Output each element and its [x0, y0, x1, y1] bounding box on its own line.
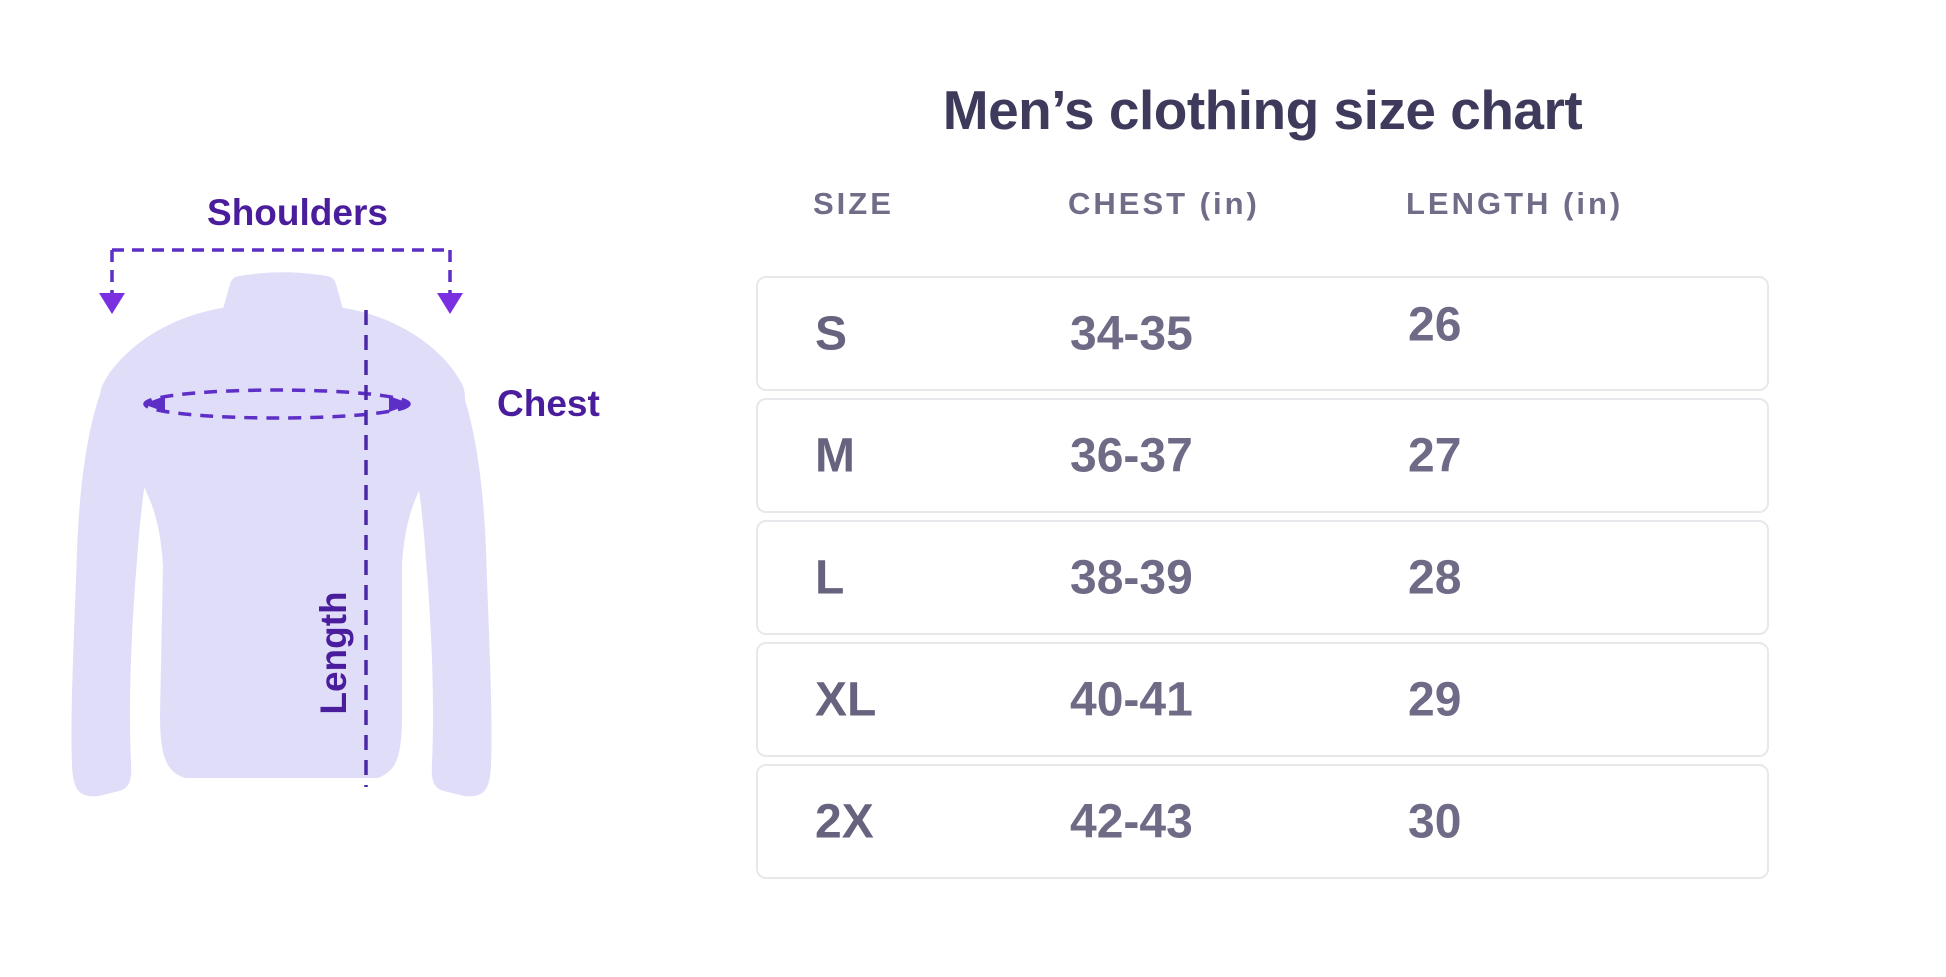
- table-row: XL 40-41 29: [756, 642, 1769, 757]
- shoulders-arrow-left-icon: [99, 293, 125, 314]
- chest-arrow-right-icon: [389, 396, 411, 412]
- size-value: XL: [815, 673, 877, 726]
- column-header-length: LENGTH (in): [1406, 186, 1624, 221]
- shirt-collar: [223, 272, 343, 309]
- table-row: L 38-39 28: [756, 520, 1769, 635]
- shoulders-label: Shoulders: [207, 192, 388, 233]
- length-value: 28: [1408, 551, 1462, 604]
- chest-value: 36-37: [1070, 429, 1193, 482]
- length-value: 27: [1408, 429, 1462, 482]
- shirt-diagram-svg: [71, 248, 492, 797]
- length-label: Length: [313, 591, 354, 715]
- size-value: L: [815, 551, 845, 604]
- chest-value: 38-39: [1070, 551, 1193, 604]
- shoulders-arrow-right-icon: [437, 293, 463, 314]
- column-header-chest: CHEST (in): [1068, 186, 1260, 221]
- table-body: S 34-35 26 M 36-37 27 L 38-39 28 XL 40-4…: [756, 276, 1769, 886]
- shirt-measurement-diagram: Shoulders Chest Length: [0, 0, 680, 860]
- size-value: 2X: [815, 795, 874, 848]
- chest-value: 34-35: [1070, 307, 1193, 360]
- chest-value: 42-43: [1070, 795, 1193, 848]
- shirt-body: [100, 308, 465, 778]
- table-row: 2X 42-43 30: [756, 764, 1769, 879]
- shoulders-measure-bracket: [110, 248, 452, 294]
- table-row: S 34-35 26: [756, 276, 1769, 391]
- chest-arrow-left-icon: [143, 396, 165, 412]
- length-value: 30: [1408, 795, 1462, 848]
- size-value: S: [815, 307, 848, 360]
- table-header-row: SIZE CHEST (in) LENGTH (in): [756, 186, 1769, 228]
- size-value: M: [815, 429, 855, 482]
- length-value: 29: [1408, 673, 1462, 726]
- chart-title: Men’s clothing size chart: [942, 79, 1583, 141]
- length-value: 26: [1408, 298, 1462, 351]
- column-header-size: SIZE: [813, 186, 894, 221]
- chest-value: 40-41: [1070, 673, 1193, 726]
- chest-label: Chest: [497, 383, 600, 424]
- table-row: M 36-37 27: [756, 398, 1769, 513]
